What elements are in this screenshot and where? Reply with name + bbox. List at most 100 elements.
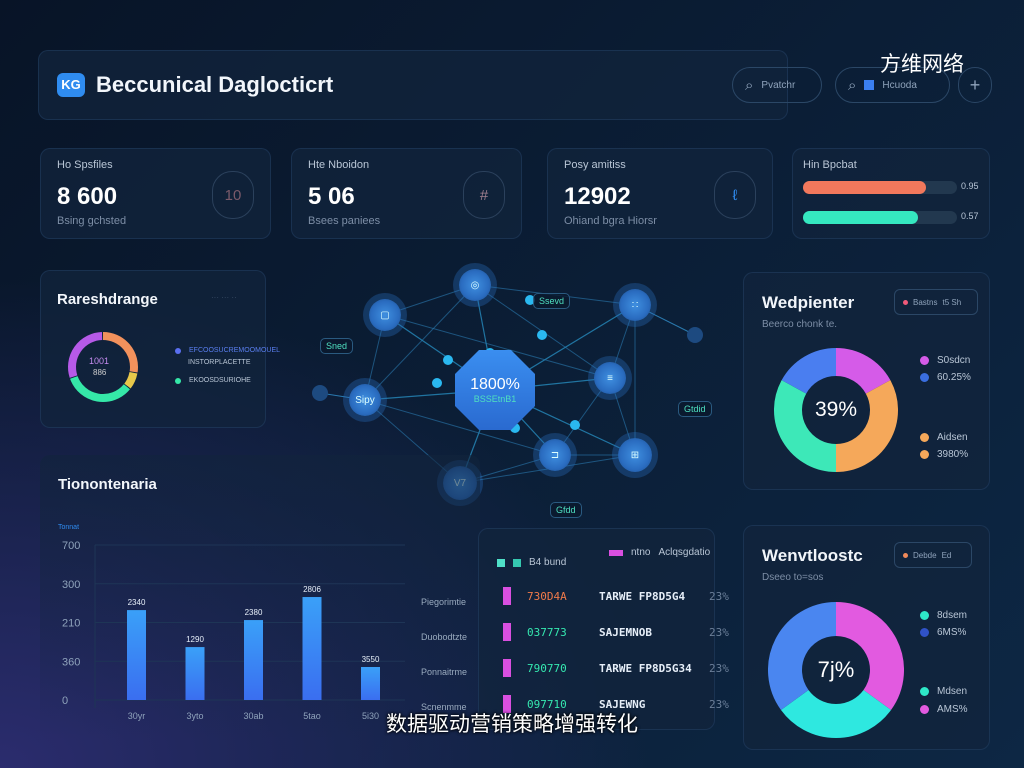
filter-chip[interactable]: Bastns t5 Sh [894, 289, 978, 315]
donut-segment [835, 348, 891, 395]
legend-right: ntno Aclqsgdatio [609, 547, 710, 558]
bar-data-label: 2806 [303, 585, 321, 594]
donut-panel-2: Wenvtloostc Dseeo to=sos Debde Ed 7j% 8ds… [743, 525, 990, 750]
stat-card: Hte Nboidon 5 06 Bsees paniees # [291, 148, 522, 239]
donut-segment [780, 689, 892, 738]
legend-item: 8dsem [920, 610, 967, 621]
legend-left: B4 bund [497, 557, 566, 568]
network-node[interactable]: ≡ [594, 362, 626, 394]
network-junction [525, 295, 535, 305]
table-row[interactable]: 037773 SAJEMNOB 23% [503, 623, 729, 641]
progress-card: Hin Bpcbat 0.95 0.57 [792, 148, 990, 239]
bar [244, 620, 263, 700]
grid-icon [864, 80, 875, 90]
stat-card: Ho Spsfiles 8 600 Bsing gchsted 10 [40, 148, 271, 239]
badge-icon: 10 [212, 171, 254, 219]
y-tick-label: 700 [62, 540, 80, 552]
donut-segment [835, 602, 904, 710]
hash-icon: # [463, 171, 505, 219]
legend-item: Mdsen [920, 686, 967, 697]
side-label: Piegorimtie [421, 597, 467, 607]
bar-data-label: 1290 [186, 635, 204, 644]
network-edge [364, 399, 556, 456]
y-tick-label: 210 [62, 618, 80, 630]
bar-chart-title: Tionontenaria [58, 476, 157, 493]
network-junction [537, 330, 547, 340]
table-row[interactable]: 097710 SAJEWNG 23% [503, 695, 729, 713]
side-label: Scnenmme [421, 702, 467, 712]
bar-chart: 0 360 210 300 700 2340 30yr 1290 3yto 2380 30ab 280… [62, 540, 405, 721]
filter-chip[interactable]: Debde Ed [894, 542, 972, 568]
network-node[interactable]: ⊐ [539, 439, 571, 471]
bar [185, 647, 205, 700]
left-donut-chart [68, 332, 138, 402]
search-icon: ⌕ [848, 76, 857, 94]
stat-card: Posy amitiss 12902 Ohiand bgra Hiorsr ℓ [547, 148, 773, 239]
network-node[interactable]: Sipy [349, 384, 381, 416]
x-tick-label: 30yr [128, 711, 146, 721]
donut-segment [70, 375, 130, 402]
x-tick-label: 3yto [186, 711, 203, 721]
donut-segment [774, 380, 837, 472]
y-tick-label: 0 [62, 695, 68, 707]
search-filter-button[interactable]: ⌕ Hcuoda [835, 67, 950, 103]
donut-chart-1 [774, 348, 898, 472]
legend-item: 60.25% [920, 372, 971, 383]
bar-data-label: 3550 [362, 655, 380, 664]
caption: 数据驱动营销策略增强转化 [386, 713, 638, 736]
network-hub[interactable]: 1800% BSSEtnB1 [455, 350, 535, 430]
curve-icon: ℓ [714, 171, 756, 219]
network-node[interactable]: ◎ [459, 269, 491, 301]
network-label: Sned [320, 338, 354, 354]
donut-segment [768, 602, 837, 710]
bar [361, 667, 380, 700]
logo-icon: KG [57, 73, 85, 97]
table-row[interactable]: 730D4A TARWE FP8D5G4 23% [503, 587, 729, 605]
search-icon: ⌕ [745, 76, 754, 94]
side-label: Ponnaitrme [421, 667, 468, 677]
donut-segment [835, 380, 898, 472]
y-axis-unit: Tonnat [58, 524, 80, 531]
network-junction [570, 420, 580, 430]
y-tick-label: 360 [62, 656, 80, 668]
legend-item: Aidsen [920, 432, 968, 443]
donut-segment [781, 348, 837, 395]
add-button[interactable]: + [958, 67, 992, 103]
progress-track [803, 211, 957, 224]
watermark: 方维网络 [880, 53, 964, 76]
donut-panel-1: Wedpienter Beerco chonk te. Bastns t5 Sh … [743, 272, 990, 490]
network-label: Gfdd [550, 502, 582, 518]
legend-item: S0sdcn [920, 355, 970, 366]
search-button[interactable]: ⌕ Pvatchr [732, 67, 822, 103]
plus-icon: + [969, 74, 981, 95]
left-donut-panel: Rareshdrange ··· ··· ·· 1001 886 EFCOOSU… [40, 270, 280, 428]
side-label: Duobodtzte [421, 632, 468, 642]
app-title: Beccunical Daglocticrt [96, 72, 334, 97]
legend-item: EFCOOSUCREMOOMOUEL [175, 347, 280, 354]
x-tick-label: 5tao [303, 711, 321, 721]
table-row[interactable]: 790770 TARWE FP8D5G34 23% [503, 659, 729, 677]
progress-fill [803, 181, 926, 194]
donut-segment [124, 371, 138, 389]
network-edge [384, 314, 611, 379]
x-tick-label: 30ab [243, 711, 263, 721]
donut-chart-2 [768, 602, 904, 738]
legend-item: 6MS% [920, 627, 966, 638]
network-junction [443, 355, 453, 365]
bar [127, 610, 146, 700]
progress-track [803, 181, 957, 194]
network-junction [432, 378, 442, 388]
progress-fill [803, 211, 918, 224]
bar-data-label: 2380 [245, 608, 263, 617]
table-panel: B4 bund ntno Aclqsgdatio 730D4A TARWE FP8D… [478, 528, 729, 730]
network-node[interactable]: ⊞ [618, 438, 652, 472]
y-tick-label: 300 [62, 579, 80, 591]
x-tick-label: 5i30 [362, 711, 379, 721]
network-dot [687, 327, 703, 343]
bar-data-label: 2340 [128, 598, 146, 607]
network-node[interactable]: ▢ [369, 299, 401, 331]
legend-item: 3980% [920, 449, 968, 460]
network-label: Gtdid [678, 401, 712, 417]
network-node[interactable]: ∷ [619, 289, 651, 321]
legend-item: EKOOSDSURIOHE [175, 377, 251, 384]
